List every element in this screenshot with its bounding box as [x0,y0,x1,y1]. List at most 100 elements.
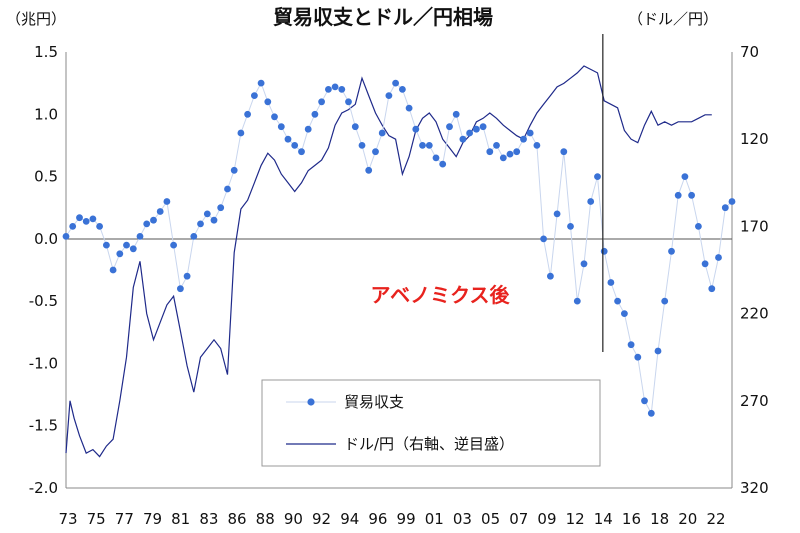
legend-dots-marker [307,398,315,406]
trade-balance-point [291,142,299,149]
left-tick-label: -1.5 [29,417,58,435]
trade-balance-point [715,254,722,261]
trade-balance-point [708,285,716,293]
trade-balance-point [688,191,695,199]
x-tick-label: 94 [340,510,359,528]
trade-balance-point [224,185,231,193]
legend: 貿易収支 ドル/円（右軸、逆目盛） [261,379,601,467]
left-tick-label: 0.0 [34,230,58,248]
trade-balance-point [331,83,339,91]
trade-balance-point [419,142,426,149]
trade-balance-point [203,210,211,218]
x-tick-label: 73 [58,510,77,528]
trade-balance-point [129,245,137,253]
trade-balance-point [728,198,736,205]
trade-balance-point [533,142,541,149]
trade-balance-point [399,86,406,93]
trade-balance-point [150,216,157,224]
trade-balance-series [62,79,736,417]
trade-balance-point [217,204,225,212]
trade-balance-point [325,86,332,93]
trade-balance-point [486,148,494,156]
trade-balance-point [277,123,285,131]
trade-balance-point [385,92,393,99]
trade-balance-point [82,218,90,225]
trade-balance-connector [65,81,733,415]
trade-balance-point [674,191,682,199]
left-tick-label: -0.5 [29,292,58,310]
trade-balance-point [123,241,130,249]
trade-balance-point [257,79,265,87]
trade-balance-point [614,297,621,305]
trade-balance-point [230,166,238,174]
trade-balance-point [587,198,595,205]
left-tick-label: 1.0 [34,105,58,123]
trade-balance-point [103,241,110,249]
right-tick-label: 120 [740,130,769,148]
trade-balance-point [452,110,460,118]
trade-balance-point [143,220,151,228]
x-tick-label: 90 [284,510,303,528]
x-tick-label: 83 [199,510,218,528]
right-axis-ticks: 70 120 170 220 270 320 [740,43,769,497]
trade-balance-point [298,148,305,156]
trade-balance-point [365,166,373,174]
trade-balance-point [621,310,628,317]
trade-balance-point [170,241,178,249]
left-tick-label: -2.0 [29,479,58,497]
right-tick-label: 70 [740,43,759,61]
x-tick-label: 01 [425,510,444,528]
trade-balance-point [466,129,473,137]
right-axis-unit: （ドル／円） [628,10,718,28]
trade-balance-point [76,214,83,222]
trade-balance-point [284,135,292,143]
trade-balance-point [358,142,366,149]
x-tick-label: 77 [115,510,134,528]
trade-balance-point [701,260,709,268]
x-tick-label: 09 [537,510,556,528]
trade-balance-point [244,110,252,118]
trade-balance-point [425,142,433,149]
trade-balance-point [156,208,164,215]
x-tick-label: 12 [566,510,585,528]
trade-balance-point [520,135,527,143]
trade-balance-point [473,125,480,133]
x-tick-label: 92 [312,510,331,528]
trade-balance-point [627,341,635,349]
trade-balance-point [439,160,447,168]
trade-balance-point [237,129,245,137]
x-tick-label: 05 [481,510,500,528]
trade-balance-point [506,150,514,158]
trade-balance-point [567,223,574,230]
trade-balance-point [318,98,325,106]
trade-balance-point [641,397,648,405]
trade-balance-point [210,216,218,224]
trade-balance-point [378,129,386,137]
trade-balance-point [109,266,117,274]
x-tick-label: 20 [678,510,697,528]
trade-balance-point [251,92,258,99]
trade-balance-point [479,123,487,131]
trade-balance-point [493,142,500,149]
x-tick-label: 07 [509,510,528,528]
legend-usd-jpy-label: ドル/円（右軸、逆目盛） [344,435,514,453]
trade-balance-point [392,79,399,87]
trade-balance-point [594,173,601,181]
trade-balance-point [190,233,198,240]
x-tick-label: 81 [171,510,190,528]
x-tick-label: 79 [143,510,162,528]
x-tick-label: 14 [594,510,613,528]
left-tick-label: -1.0 [29,354,58,372]
trade-balance-point [547,272,554,280]
trade-balance-point [695,223,702,230]
x-tick-label: 22 [706,510,725,528]
x-tick-label: 75 [87,510,106,528]
trade-balance-point [540,235,547,243]
trade-balance-point [69,223,77,230]
trade-balance-point [264,98,272,106]
trade-balance-point [62,233,70,240]
x-tick-label: 96 [368,510,387,528]
trade-balance-point [661,297,669,305]
x-tick-label: 86 [227,510,246,528]
